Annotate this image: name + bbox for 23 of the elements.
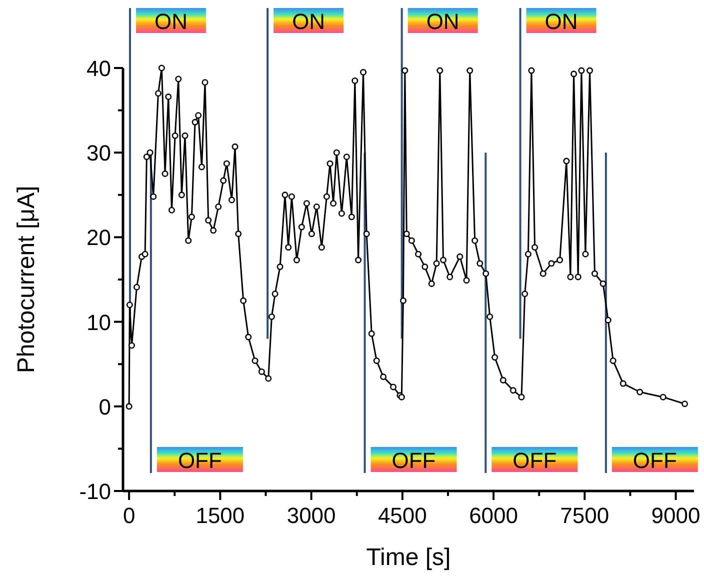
ref-line-label: OFF	[178, 448, 222, 473]
ref-line-label: ON	[426, 9, 460, 34]
ref-line-label: OFF	[512, 448, 557, 473]
y-tick-label: 30	[86, 140, 111, 166]
ref-line-label: ON	[292, 9, 326, 34]
y-axis-title: Photocurrent [μA]	[13, 186, 40, 374]
x-axis-title: Time [s]	[366, 544, 451, 571]
x-tick-label: 9000	[651, 503, 700, 528]
ref-line-label: OFF	[392, 448, 436, 473]
ref-line-label: ON	[154, 9, 188, 34]
y-tick-label: 40	[86, 56, 111, 81]
y-tick-label: 0	[98, 394, 111, 420]
ref-line-label: OFF	[632, 448, 677, 473]
x-tick-label: 0	[122, 503, 136, 528]
x-tick-label: 1500	[196, 503, 245, 528]
x-tick-label: 7500	[560, 503, 610, 528]
x-tick-label: 6000	[469, 503, 518, 528]
y-tick-label: 10	[86, 310, 111, 335]
x-tick-label: 4500	[378, 503, 427, 528]
ref-line-label: ON	[544, 9, 578, 34]
y-tick-label: 20	[86, 225, 111, 250]
x-tick-label: 3000	[286, 503, 336, 528]
y-tick-label: -10	[79, 479, 111, 504]
